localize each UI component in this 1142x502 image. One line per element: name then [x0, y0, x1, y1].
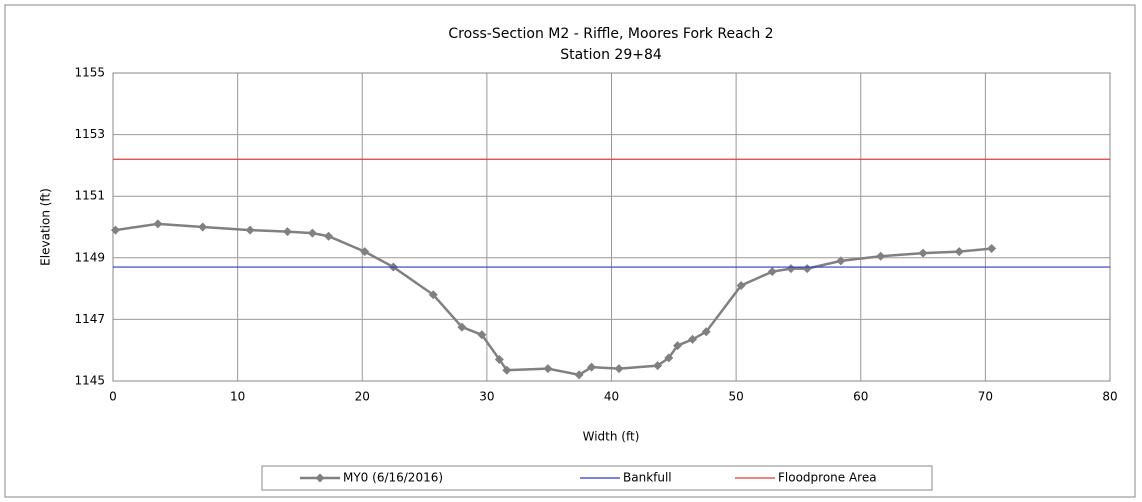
marker: [786, 264, 796, 274]
x-tick-label: 10: [230, 390, 245, 404]
marker: [307, 228, 317, 238]
marker: [502, 365, 512, 375]
marker: [477, 330, 487, 340]
marker: [245, 225, 255, 235]
legend-label: Floodprone Area: [778, 471, 877, 485]
marker: [360, 247, 370, 257]
plot-area: [112, 72, 1111, 382]
x-tick-label: 0: [109, 390, 117, 404]
y-axis-label: Elevation (ft): [39, 188, 53, 266]
legend-label: Bankfull: [623, 471, 672, 485]
marker: [457, 322, 467, 332]
marker: [587, 362, 597, 372]
x-tick-label: 80: [1102, 390, 1117, 404]
x-tick-label: 30: [479, 390, 494, 404]
marker: [110, 225, 120, 235]
x-tick-label: 70: [978, 390, 993, 404]
marker: [688, 334, 698, 344]
chart-title: Cross-Section M2 - Riffle, Moores Fork R…: [448, 26, 773, 42]
marker: [543, 364, 553, 374]
y-tick-label: 1153: [74, 127, 105, 141]
x-tick-label: 40: [604, 390, 619, 404]
x-tick-label: 60: [853, 390, 868, 404]
marker: [918, 248, 928, 258]
y-tick-label: 1147: [74, 312, 105, 326]
legend-label: MY0 (6/16/2016): [343, 471, 443, 485]
marker: [736, 281, 746, 291]
marker: [767, 267, 777, 277]
y-tick-label: 1149: [74, 250, 105, 264]
x-axis-label: Width (ft): [583, 430, 640, 444]
marker: [282, 227, 292, 237]
marker: [876, 251, 886, 261]
y-tick-label: 1151: [74, 189, 105, 203]
marker: [198, 222, 208, 232]
marker: [428, 290, 438, 300]
marker: [574, 370, 584, 380]
marker: [664, 353, 674, 363]
marker: [836, 256, 846, 266]
marker: [653, 361, 663, 371]
marker: [701, 327, 711, 337]
y-tick-label: 1155: [74, 66, 105, 80]
marker: [802, 264, 812, 274]
marker: [673, 341, 683, 351]
marker: [954, 247, 964, 257]
marker: [987, 244, 997, 254]
legend-marker: [315, 473, 325, 483]
marker: [324, 231, 334, 241]
y-tick-label: 1145: [74, 374, 105, 388]
marker: [614, 364, 624, 374]
x-tick-label: 50: [728, 390, 743, 404]
marker: [494, 354, 504, 364]
marker: [153, 219, 163, 229]
chart-subtitle: Station 29+84: [560, 47, 662, 63]
x-tick-label: 20: [355, 390, 370, 404]
